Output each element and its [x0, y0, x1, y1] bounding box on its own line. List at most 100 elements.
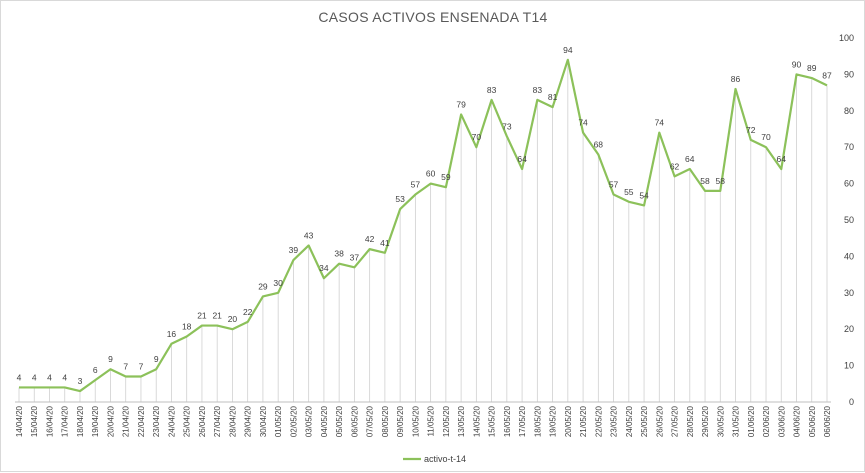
- x-tick-label: 10/05/20: [411, 405, 420, 437]
- data-label: 18: [182, 321, 192, 331]
- data-label: 90: [792, 59, 802, 69]
- data-label: 64: [777, 154, 787, 164]
- y-tick-label: 20: [844, 324, 854, 334]
- x-tick-label: 04/06/20: [793, 405, 802, 437]
- data-label: 64: [517, 154, 527, 164]
- x-tick-label: 02/06/20: [762, 405, 771, 437]
- x-tick-label: 23/04/20: [152, 405, 161, 437]
- x-tick-label: 15/04/20: [30, 405, 39, 437]
- x-tick-label: 25/04/20: [183, 405, 192, 437]
- y-tick-label: 50: [844, 215, 854, 225]
- x-tick-label: 30/05/20: [716, 405, 725, 437]
- drop-lines: [18, 59, 828, 402]
- data-label: 4: [47, 372, 52, 382]
- data-label: 4: [17, 372, 22, 382]
- data-label: 39: [289, 245, 299, 255]
- x-tick-label: 29/05/20: [701, 405, 710, 437]
- x-tick-label: 07/05/20: [366, 405, 375, 437]
- data-label: 64: [685, 154, 695, 164]
- x-tick-label: 15/05/20: [488, 405, 497, 437]
- data-label: 29: [258, 281, 268, 291]
- x-tick-label: 23/05/20: [610, 405, 619, 437]
- x-tick-label: 02/05/20: [289, 405, 298, 437]
- x-tick-label: 28/05/20: [686, 405, 695, 437]
- x-tick-label: 28/04/20: [228, 405, 237, 437]
- data-label: 83: [487, 85, 497, 95]
- data-label: 81: [548, 92, 558, 102]
- x-tick-label: 03/05/20: [305, 405, 314, 437]
- y-tick-label: 30: [844, 288, 854, 298]
- data-label: 41: [380, 238, 390, 248]
- y-tick-label: 80: [844, 106, 854, 116]
- x-tick-label: 06/05/20: [350, 405, 359, 437]
- x-tick-label: 24/04/20: [167, 405, 176, 437]
- data-label: 53: [395, 194, 405, 204]
- data-label: 9: [108, 354, 113, 364]
- x-tick-label: 14/05/20: [472, 405, 481, 437]
- x-tick-label: 19/04/20: [91, 405, 100, 437]
- data-label: 57: [411, 180, 421, 190]
- data-label: 86: [731, 74, 741, 84]
- data-label: 54: [639, 190, 649, 200]
- x-tick-label: 27/04/20: [213, 405, 222, 437]
- data-label: 70: [472, 132, 482, 142]
- x-tick-label: 12/05/20: [442, 405, 451, 437]
- legend: activo-t-14: [403, 454, 466, 464]
- series-line-activo-t-14: [19, 58, 828, 393]
- data-label: 58: [716, 176, 726, 186]
- x-tick-label: 01/06/20: [747, 405, 756, 437]
- x-tick-label: 21/05/20: [579, 405, 588, 437]
- data-label: 4: [32, 372, 37, 382]
- x-tick-label: 24/05/20: [625, 405, 634, 437]
- y-tick-label: 100: [839, 33, 854, 43]
- data-label: 73: [502, 121, 512, 131]
- data-label: 89: [807, 63, 817, 73]
- data-label: 43: [304, 230, 314, 240]
- data-label: 62: [670, 161, 680, 171]
- x-tick-label: 01/05/20: [274, 405, 283, 437]
- data-label: 6: [93, 365, 98, 375]
- x-tick-label: 04/05/20: [320, 405, 329, 437]
- x-tick-label: 26/04/20: [198, 405, 207, 437]
- x-axis: 14/04/20 15/04/20 16/04/20 17/04/20 18/04/20…: [15, 405, 832, 437]
- data-label: 16: [167, 329, 177, 339]
- x-tick-label: 14/04/20: [15, 405, 24, 437]
- x-tick-label: 21/04/20: [122, 405, 131, 437]
- data-label: 57: [609, 180, 619, 190]
- x-tick-label: 05/06/20: [808, 405, 817, 437]
- data-label: 58: [700, 176, 710, 186]
- x-tick-label: 25/05/20: [640, 405, 649, 437]
- x-tick-label: 30/04/20: [259, 405, 268, 437]
- data-label: 83: [533, 85, 543, 95]
- data-label: 20: [228, 314, 238, 324]
- x-tick-label: 27/05/20: [671, 405, 680, 437]
- x-tick-label: 16/04/20: [45, 405, 54, 437]
- data-label: 38: [334, 249, 344, 259]
- data-label: 7: [123, 362, 128, 372]
- data-label: 7: [139, 362, 144, 372]
- x-tick-label: 31/05/20: [732, 405, 741, 437]
- y-tick-label: 0: [849, 397, 854, 407]
- data-label: 70: [761, 132, 771, 142]
- x-tick-label: 20/04/20: [106, 405, 115, 437]
- y-tick-label: 60: [844, 179, 854, 189]
- data-label: 42: [365, 234, 375, 244]
- x-tick-label: 17/05/20: [518, 405, 527, 437]
- data-label: 68: [594, 139, 604, 149]
- x-tick-label: 11/05/20: [427, 405, 436, 436]
- x-tick-label: 18/05/20: [533, 405, 542, 437]
- y-tick-label: 40: [844, 251, 854, 261]
- y-tick-label: 70: [844, 142, 854, 152]
- data-label: 87: [822, 70, 832, 80]
- x-tick-label: 16/05/20: [503, 405, 512, 437]
- x-tick-label: 26/05/20: [655, 405, 664, 437]
- data-label: 3: [78, 376, 83, 386]
- x-tick-label: 17/04/20: [61, 405, 70, 437]
- legend-label: activo-t-14: [424, 454, 466, 464]
- data-label: 94: [563, 45, 573, 55]
- x-tick-label: 03/06/20: [777, 405, 786, 437]
- x-tick-label: 06/06/20: [823, 405, 832, 437]
